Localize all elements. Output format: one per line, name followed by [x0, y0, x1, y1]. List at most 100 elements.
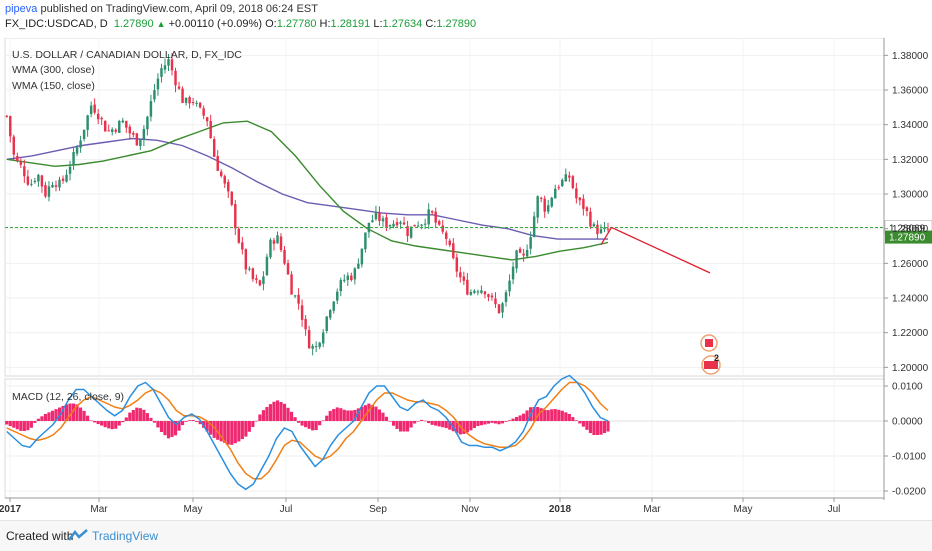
- candle-body: [149, 101, 153, 117]
- macd-histogram-bar: [279, 402, 283, 421]
- macd-histogram-bar: [138, 408, 142, 421]
- candle-body: [494, 298, 497, 305]
- candle-body: [487, 294, 490, 298]
- open-value: 1.27780: [276, 18, 317, 30]
- symbol-label: FX_IDC:USDCAD, D: [5, 18, 108, 30]
- macd-histogram-bar: [198, 421, 202, 425]
- candle-body: [378, 212, 381, 222]
- macd-tick-label: -0.0100: [892, 452, 926, 463]
- candle-body: [596, 224, 599, 234]
- time-tick-label: 2017: [0, 504, 22, 515]
- macd-histogram-bar: [571, 417, 575, 421]
- macd-histogram-bar: [469, 421, 473, 431]
- candle-body: [399, 222, 402, 224]
- macd-histogram-bar: [356, 408, 360, 421]
- macd-histogram-bar: [553, 409, 557, 421]
- macd-histogram-bar: [68, 403, 72, 421]
- macd-histogram-bar: [430, 421, 434, 425]
- macd-histogram-bar: [216, 421, 220, 440]
- candle-body: [374, 212, 378, 220]
- chart-title: U.S. DOLLAR / CANADIAN DOLLAR, D, FX_IDC: [12, 49, 242, 61]
- macd-histogram-bar: [254, 420, 258, 422]
- macd-histogram-bar: [15, 421, 19, 430]
- us-event-count: 2: [714, 353, 719, 363]
- macd-histogram-bar: [458, 421, 462, 435]
- candle-body: [9, 116, 12, 137]
- candle-body: [452, 243, 455, 259]
- macd-histogram-bar: [293, 417, 297, 421]
- last-price-box: [885, 230, 932, 244]
- candle-body: [30, 183, 33, 185]
- candle-body: [532, 216, 536, 237]
- macd-histogram-bar: [518, 415, 522, 421]
- macd-histogram-bar: [40, 416, 44, 421]
- macd-histogram-bar: [50, 410, 55, 421]
- macd-histogram-bar: [318, 421, 322, 426]
- macd-histogram-bar: [325, 415, 329, 421]
- time-tick-label: Mar: [90, 504, 108, 515]
- macd-histogram-bar: [251, 421, 255, 427]
- candle-body: [483, 291, 487, 295]
- candle-body: [402, 222, 406, 225]
- candle-body: [16, 156, 19, 161]
- macd-histogram-bar: [205, 421, 209, 432]
- price-tick-label: 1.28000: [892, 224, 929, 235]
- candle-body: [307, 330, 311, 349]
- macd-histogram-bar: [230, 421, 234, 445]
- candle-body: [170, 59, 174, 71]
- macd-histogram-bar: [437, 421, 441, 427]
- candle-body: [5, 115, 8, 117]
- candle-body: [339, 280, 343, 292]
- candle-body: [68, 166, 72, 174]
- candle-body: [582, 198, 585, 209]
- event-flags[interactable]: 2: [700, 334, 721, 375]
- time-tick-label: 2018: [549, 504, 572, 515]
- candle-body: [93, 104, 96, 113]
- macd-histogram-bar: [367, 403, 371, 421]
- macd-histogram-bar: [465, 421, 469, 433]
- candle-body: [473, 290, 476, 293]
- change-text: +0.00110 (+0.09%): [168, 18, 262, 30]
- candle-body: [223, 176, 226, 184]
- macd-histogram-bar: [581, 421, 585, 427]
- projection-tail: [600, 227, 613, 246]
- macd-histogram-bar: [332, 409, 336, 421]
- candle-body: [23, 166, 26, 177]
- macd-histogram-bar: [370, 405, 375, 421]
- candle-body: [44, 185, 47, 197]
- macd-histogram-bar: [525, 410, 529, 421]
- macd-histogram-bar: [599, 421, 603, 435]
- candle-body: [381, 218, 385, 222]
- candle-body: [568, 175, 571, 178]
- candle-body: [255, 278, 258, 280]
- macd-histogram-bar: [36, 418, 40, 421]
- price-tick-label: 1.26000: [892, 259, 929, 270]
- candle-body: [230, 191, 234, 205]
- candle-body: [413, 224, 416, 227]
- candle-body: [529, 237, 532, 249]
- macd-histogram-bar: [490, 421, 494, 423]
- macd-histogram-bar: [578, 421, 582, 424]
- candle-body: [508, 280, 511, 292]
- candle-body: [191, 102, 195, 104]
- candle-body: [177, 86, 181, 89]
- candle-body: [427, 209, 430, 225]
- macd-histogram-bar: [61, 405, 65, 421]
- candle-body: [61, 178, 65, 181]
- tradingview-brand[interactable]: TradingView: [92, 529, 159, 543]
- macd-histogram-bar: [546, 410, 550, 421]
- grid: [4, 38, 885, 499]
- macd-histogram-bar: [170, 421, 174, 437]
- macd-histogram-bar: [191, 419, 195, 421]
- macd-histogram-bar: [472, 421, 476, 428]
- macd-histogram-bar: [557, 409, 561, 421]
- author-link[interactable]: pipeva: [5, 3, 38, 15]
- candle-body: [476, 291, 480, 293]
- candle-body: [121, 120, 125, 123]
- axes: 1.38000 1.36000 1.34000 1.32000 1.30000 1.280…: [0, 38, 929, 515]
- candle-body: [290, 274, 293, 295]
- candle-body: [434, 211, 437, 223]
- candle-body: [543, 198, 546, 212]
- macd-histogram-bar: [504, 421, 508, 422]
